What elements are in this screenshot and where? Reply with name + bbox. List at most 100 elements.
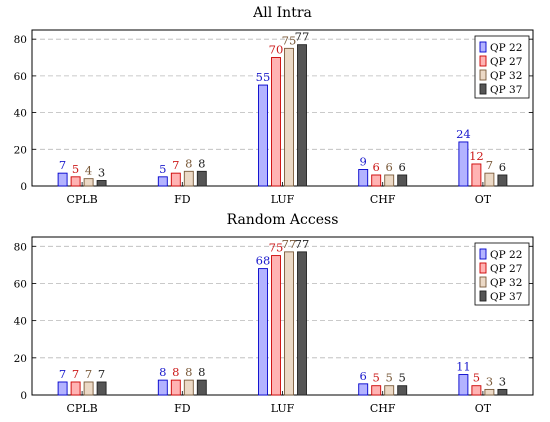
data-label: 6: [360, 369, 367, 383]
bar: [183, 170, 194, 187]
legend-entry: QP 22: [490, 249, 522, 261]
x-tick-label: CPLB: [66, 193, 97, 206]
x-tick-label: LUF: [271, 193, 295, 206]
data-label: 5: [386, 371, 393, 385]
bar: [471, 385, 482, 396]
data-label: 3: [499, 374, 506, 388]
legend-swatch: [479, 262, 487, 274]
legend-entry: QP 37: [490, 84, 522, 96]
legend-swatch: [479, 276, 487, 288]
data-label: 6: [386, 160, 393, 174]
legend-entry: QP 27: [490, 56, 522, 68]
bar: [497, 174, 508, 187]
data-label: 5: [72, 162, 79, 176]
y-tick-label: 60: [14, 71, 27, 83]
bar: [484, 388, 495, 396]
data-label: 12: [469, 149, 484, 163]
data-label: 3: [98, 165, 105, 179]
x-tick-label: LUF: [271, 402, 295, 415]
bar: [157, 176, 168, 187]
legend-swatch: [479, 41, 487, 53]
legend-entry: QP 37: [490, 291, 522, 303]
bar: [258, 268, 268, 396]
data-label: 8: [172, 365, 179, 379]
bar: [371, 174, 382, 187]
bar: [196, 379, 207, 396]
bar: [297, 44, 307, 187]
x-tick-label: FD: [174, 193, 191, 206]
bar: [196, 170, 207, 187]
data-label: 11: [456, 360, 471, 374]
legend-entry: QP 22: [490, 42, 522, 54]
bar: [358, 169, 369, 187]
y-tick-label: 20: [14, 353, 27, 365]
data-label: 7: [59, 158, 66, 172]
bar: [397, 385, 408, 396]
bar: [358, 383, 369, 396]
bar: [170, 172, 181, 187]
data-label: 75: [269, 241, 284, 255]
bar: [70, 176, 81, 187]
data-label: 6: [499, 160, 506, 174]
bar: [170, 379, 181, 396]
bar: [284, 251, 294, 396]
bar: [297, 251, 307, 396]
bar: [458, 374, 469, 396]
data-label: 77: [282, 237, 297, 251]
data-label: 70: [269, 43, 284, 57]
y-tick-label: 40: [14, 316, 27, 328]
data-label: 8: [185, 156, 192, 170]
data-label: 68: [256, 254, 271, 268]
y-tick-label: 0: [20, 181, 27, 193]
legend-swatch: [479, 248, 487, 260]
bar: [96, 381, 107, 396]
legend-swatch: [479, 83, 487, 95]
x-tick-label: FD: [174, 402, 191, 415]
x-tick-label: CPLB: [66, 402, 97, 415]
bar: [397, 174, 408, 187]
bar: [96, 180, 107, 187]
bar: [497, 388, 508, 396]
bar: [83, 178, 94, 187]
x-tick-label: CHF: [370, 193, 396, 206]
data-label: 5: [373, 371, 380, 385]
y-tick-label: 80: [14, 241, 27, 253]
data-label: 75: [282, 33, 297, 47]
chart-title: All Intra: [252, 5, 312, 21]
legend-entry: QP 32: [490, 70, 522, 82]
bar: [384, 385, 395, 396]
x-tick-label: OT: [475, 193, 492, 206]
data-label: 7: [486, 158, 493, 172]
data-label: 6: [399, 160, 406, 174]
data-label: 24: [456, 127, 471, 141]
data-label: 7: [85, 367, 92, 381]
bar: [471, 163, 482, 187]
legend-entry: QP 32: [490, 277, 522, 289]
x-tick-label: OT: [475, 402, 492, 415]
x-tick-label: CHF: [370, 402, 396, 415]
data-label: 6: [373, 160, 380, 174]
legend-swatch: [479, 290, 487, 302]
data-label: 4: [85, 164, 92, 178]
legend-swatch: [479, 69, 487, 81]
data-label: 7: [172, 158, 179, 172]
data-label: 7: [59, 367, 66, 381]
data-label: 3: [486, 374, 493, 388]
data-label: 5: [399, 371, 406, 385]
y-tick-label: 0: [20, 390, 27, 402]
chart-title: Random Access: [227, 212, 339, 228]
bar: [384, 174, 395, 187]
data-label: 9: [360, 154, 367, 168]
bar: [70, 381, 81, 396]
data-label: 77: [295, 30, 310, 44]
data-label: 8: [198, 365, 205, 379]
data-label: 8: [159, 365, 166, 379]
y-tick-label: 80: [14, 34, 27, 46]
data-label: 5: [473, 371, 480, 385]
y-tick-label: 60: [14, 278, 27, 290]
data-label: 77: [295, 237, 310, 251]
bar: [284, 47, 294, 187]
bar: [57, 381, 68, 396]
